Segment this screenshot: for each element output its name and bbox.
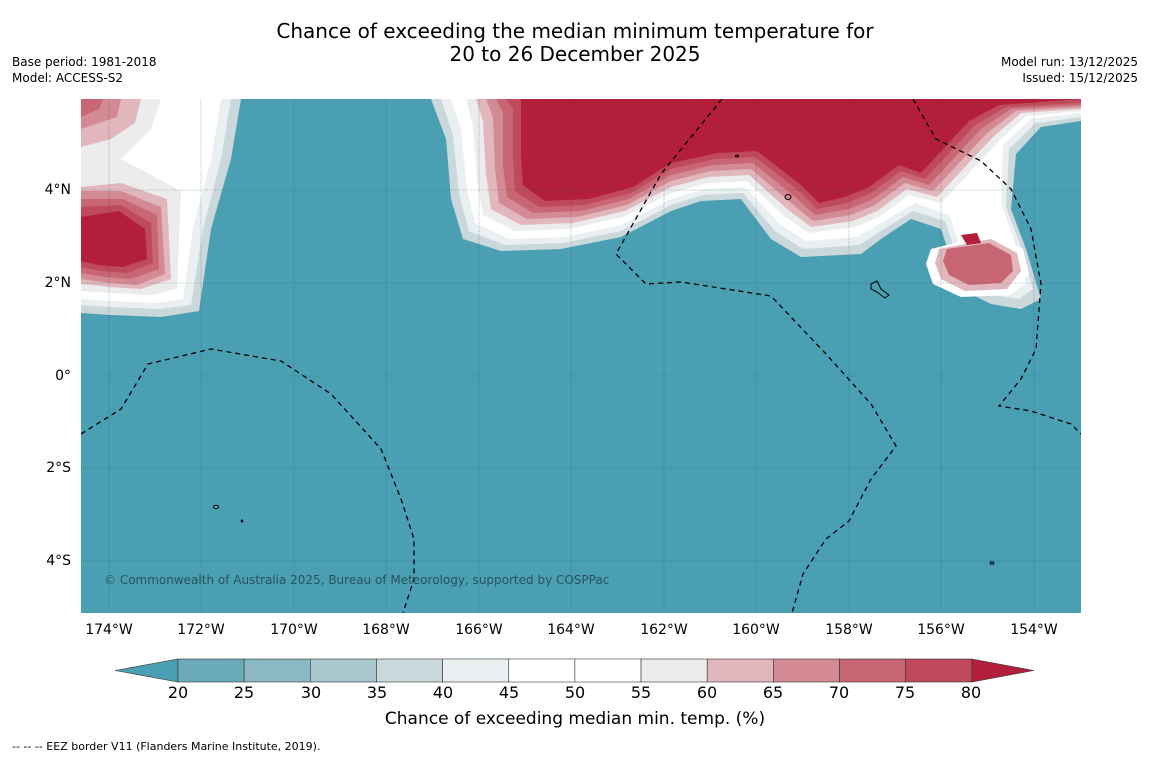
colorbar-segment: [640, 658, 708, 683]
colorbar-tick: 70: [828, 683, 850, 702]
map-title-line1: Chance of exceeding the median minimum t…: [276, 19, 874, 43]
lon-label-160w: 160°W: [732, 622, 780, 638]
lon-label-154w: 154°W: [1010, 622, 1058, 638]
colorbar-segment: [839, 658, 906, 683]
eez-borders: [81, 99, 1081, 613]
colorbar-tick: 80: [960, 683, 982, 702]
colorbar-tick: 50: [564, 683, 586, 702]
colorbar-tick: 40: [432, 683, 454, 702]
lon-label-158w: 158°W: [825, 622, 873, 638]
eez-border-east: [912, 99, 1081, 435]
lat-label-4s: 4°S: [46, 553, 71, 569]
colorbar-extend-high: [971, 658, 1034, 683]
lon-label-166w: 166°W: [455, 622, 503, 638]
colorbar-tick: 35: [366, 683, 388, 702]
colorbar-tick: 30: [300, 683, 322, 702]
colorbar-tick: 25: [233, 683, 255, 702]
lon-label-170w: 170°W: [270, 622, 318, 638]
base-period: Base period: 1981-2018: [12, 55, 157, 69]
meta-right: Model run: 13/12/2025 Issued: 15/12/2025: [1001, 54, 1138, 86]
lat-label-4n: 4°N: [44, 182, 71, 198]
map-title-line2: 20 to 26 December 2025: [449, 42, 701, 66]
colorbar-tick: 55: [630, 683, 652, 702]
colorbar-segment: [574, 658, 642, 683]
lon-label-162w: 162°W: [640, 622, 688, 638]
island: [784, 194, 792, 200]
warm-anomaly-north: [431, 99, 1081, 309]
lon-label-156w: 156°W: [917, 622, 965, 638]
colorbar-tick: 45: [498, 683, 520, 702]
colorbar-segment: [177, 658, 245, 683]
colorbar-label: Chance of exceeding median min. temp. (%…: [384, 709, 766, 729]
lon-label-174w: 174°W: [85, 622, 133, 638]
graticule: [81, 99, 1081, 613]
lon-label-168w: 168°W: [362, 622, 410, 638]
island: [989, 561, 995, 565]
model-run: Model run: 13/12/2025: [1000, 55, 1138, 69]
eez-border-central: [615, 99, 897, 613]
lon-label-172w: 172°W: [177, 622, 225, 638]
islands: [213, 154, 995, 565]
colorbar-extend-low: [114, 658, 179, 683]
colorbar-tick: 75: [894, 683, 916, 702]
issued-date: Issued: 15/12/2025: [1022, 71, 1138, 85]
colorbar-tick: 65: [762, 683, 784, 702]
copyright-notice: © Commonwealth of Australia 2025, Bureau…: [104, 573, 609, 587]
lat-label-0: 0°: [55, 368, 71, 384]
colorbar-segment: [773, 658, 840, 683]
colorbar-segment: [243, 658, 311, 683]
colorbar-segment: [310, 658, 377, 683]
eez-border-west: [81, 348, 415, 613]
warm-anomaly-east: [926, 233, 1029, 297]
warm-anomaly-west: [81, 99, 241, 317]
colorbar-segment: [706, 658, 774, 683]
island: [240, 519, 244, 523]
colorbar-tick: 20: [167, 683, 189, 702]
eez-footnote: -- -- -- EEZ border V11 (Flanders Marine…: [12, 740, 321, 753]
lat-label-2n: 2°N: [44, 275, 71, 291]
model-name: Model: ACCESS-S2: [12, 71, 124, 85]
colorbar: [114, 658, 1034, 683]
colorbar-segment: [442, 658, 510, 683]
lat-label-2s: 2°S: [46, 460, 71, 476]
colorbar-segment: [508, 658, 576, 683]
island: [213, 504, 219, 510]
island: [870, 280, 890, 299]
colorbar-tick: 60: [696, 683, 718, 702]
island: [735, 154, 739, 158]
colorbar-segment: [376, 658, 443, 683]
meta-left: Base period: 1981-2018 Model: ACCESS-S2: [12, 54, 157, 86]
lon-label-164w: 164°W: [547, 622, 595, 638]
colorbar-segment: [905, 658, 973, 683]
map-panel: © Commonwealth of Australia 2025, Bureau…: [81, 99, 1081, 613]
